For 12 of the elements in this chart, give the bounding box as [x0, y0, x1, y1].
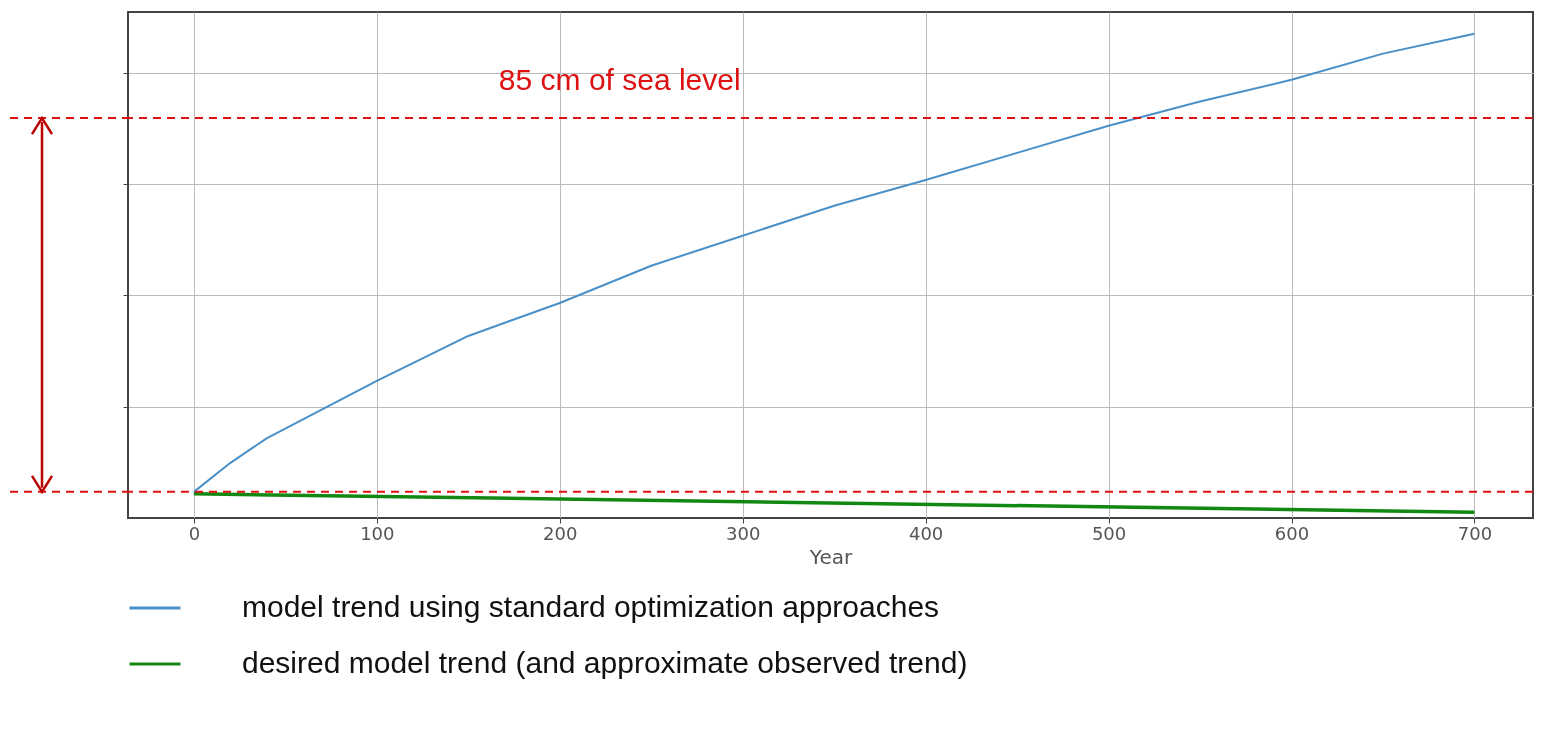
x-tick-label: 0 — [188, 522, 201, 544]
x-tick-label: 200 — [543, 522, 578, 544]
x-tick-label: 700 — [1457, 522, 1493, 544]
legend-label: desired model trend (and approximate observed trend) — [242, 646, 968, 679]
x-tick-label: 400 — [908, 522, 944, 544]
legend-label: model trend using standard optimization approaches — [242, 590, 940, 623]
x-tick-label: 600 — [1274, 522, 1310, 544]
x-tick-label: 300 — [726, 522, 761, 544]
x-tick-label: 500 — [1091, 522, 1127, 544]
x-axis-title: Year — [808, 544, 853, 569]
ref-line-label: 85 cm of sea level — [498, 63, 741, 97]
x-tick-label: 100 — [360, 522, 395, 544]
